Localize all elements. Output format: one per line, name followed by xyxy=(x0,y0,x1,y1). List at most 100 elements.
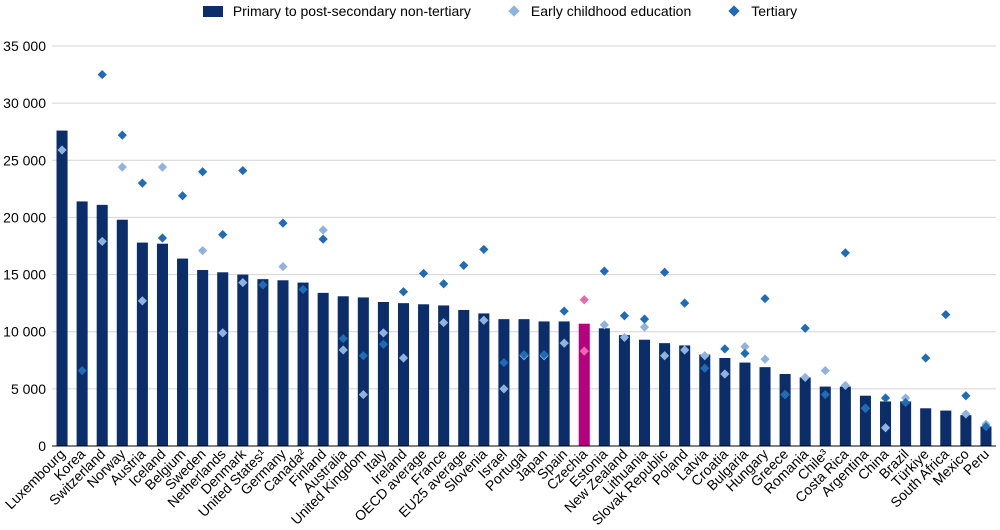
y-tick-label: 10 000 xyxy=(3,324,46,340)
diamond-marker xyxy=(499,357,509,368)
bar xyxy=(337,296,349,446)
diamond-marker xyxy=(639,322,650,332)
diamond-marker xyxy=(800,323,810,333)
bar xyxy=(458,310,470,446)
bar xyxy=(839,386,851,446)
diamond-marker xyxy=(479,244,489,255)
diamond-marker xyxy=(579,346,589,356)
diamond-marker xyxy=(137,296,147,306)
diamond-marker xyxy=(740,348,750,359)
bar xyxy=(498,319,510,446)
bar xyxy=(659,343,671,446)
diamond-marker xyxy=(137,178,147,188)
diamond-marker xyxy=(840,380,850,391)
diamond-marker xyxy=(258,280,268,290)
diamond-marker xyxy=(820,365,830,376)
diamond-marker xyxy=(780,389,790,400)
diamond-marker xyxy=(720,344,730,354)
diamond-marker xyxy=(599,266,609,276)
diamond-marker xyxy=(941,309,951,320)
diamond-marker xyxy=(619,311,630,321)
bar xyxy=(357,297,369,446)
diamond-marker xyxy=(198,167,208,177)
diamond-marker xyxy=(559,338,569,348)
y-tick-label: 5 000 xyxy=(11,381,46,397)
bar xyxy=(397,303,410,446)
diamond-marker xyxy=(238,165,248,176)
legend: Primary to post-secondary non-tertiary E… xyxy=(0,0,1000,22)
diamond-marker xyxy=(157,233,168,243)
y-tick-label: 35 000 xyxy=(3,38,46,54)
diamond-marker xyxy=(740,341,750,352)
diamond-marker xyxy=(378,328,389,338)
bar xyxy=(438,305,450,446)
bar xyxy=(217,272,229,446)
diamond-marker xyxy=(418,268,429,279)
bar xyxy=(819,386,831,446)
bar xyxy=(759,367,771,446)
diamond-marker xyxy=(720,369,730,379)
bar xyxy=(156,243,168,446)
diamond-marker xyxy=(97,236,107,247)
diamond-marker xyxy=(680,298,690,308)
legend-swatch-bar xyxy=(202,5,223,17)
bar xyxy=(719,358,731,446)
bar xyxy=(699,354,711,446)
diamond-marker xyxy=(700,351,710,361)
diamond-marker xyxy=(479,315,489,325)
diamond-marker xyxy=(117,162,127,172)
diamond-marker xyxy=(398,353,409,363)
bar xyxy=(76,201,88,446)
diamond-marker xyxy=(177,191,188,201)
diamond-marker xyxy=(198,245,208,256)
diamond-marker xyxy=(961,409,971,419)
bar xyxy=(257,279,269,446)
bar xyxy=(377,302,389,446)
bar xyxy=(197,270,209,446)
bar xyxy=(538,321,550,446)
diamond-marker xyxy=(318,234,328,244)
diamond-marker xyxy=(599,320,609,330)
diamond-marker xyxy=(659,351,670,361)
bar xyxy=(96,204,108,446)
bar xyxy=(297,282,309,446)
diamond-marker xyxy=(378,339,389,349)
diamond-marker xyxy=(218,229,228,240)
bar xyxy=(478,313,490,446)
diamond-marker xyxy=(880,393,891,403)
diamond-marker xyxy=(318,225,328,235)
diamond-marker xyxy=(157,162,168,172)
diamond-marker xyxy=(880,423,891,433)
bar xyxy=(940,410,952,446)
diamond-marker xyxy=(338,333,348,344)
bar xyxy=(980,426,992,446)
diamond-marker xyxy=(680,345,690,355)
diamond-marker xyxy=(338,345,348,355)
bar xyxy=(518,319,530,446)
diamond-marker xyxy=(519,349,529,360)
bar xyxy=(237,274,249,446)
bar xyxy=(779,374,791,446)
diamond-marker xyxy=(439,317,449,328)
diamond-marker xyxy=(499,384,509,394)
diamond-marker xyxy=(961,391,971,401)
bar xyxy=(679,345,691,446)
diamond-marker xyxy=(619,332,630,343)
diamond-marker xyxy=(278,261,288,272)
diamond-marker xyxy=(820,389,830,400)
diamond-marker xyxy=(760,293,770,304)
y-tick-label: 15 000 xyxy=(3,267,46,283)
diamond-marker xyxy=(579,295,589,305)
bar xyxy=(578,323,590,446)
bar xyxy=(618,335,630,446)
bar xyxy=(177,258,189,446)
bar xyxy=(960,415,972,446)
diamond-marker xyxy=(901,397,911,408)
legend-item-ece: Early childhood education xyxy=(507,3,691,19)
bar xyxy=(739,362,751,446)
diamond-marker xyxy=(559,306,569,316)
diamond-marker xyxy=(77,365,87,376)
y-tick-label: 20 000 xyxy=(3,209,46,225)
